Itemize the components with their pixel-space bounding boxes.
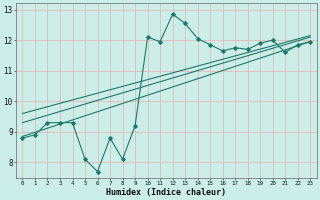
X-axis label: Humidex (Indice chaleur): Humidex (Indice chaleur) (106, 188, 226, 197)
